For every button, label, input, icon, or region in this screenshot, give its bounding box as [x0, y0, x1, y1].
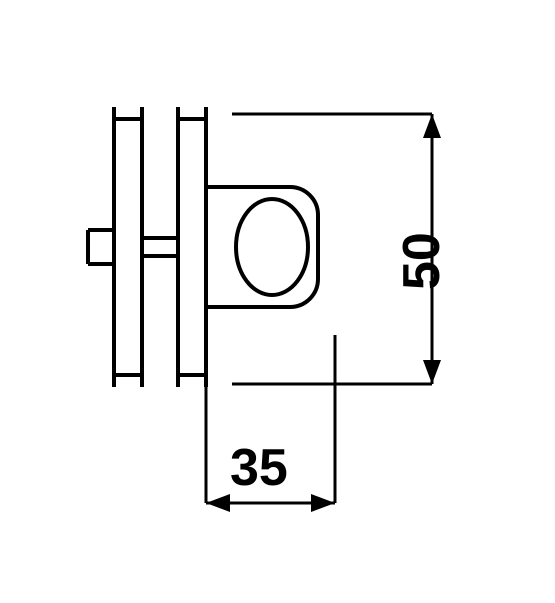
dimension-vertical-label: 50 — [392, 232, 452, 290]
dimension-horizontal-label: 35 — [230, 438, 288, 498]
